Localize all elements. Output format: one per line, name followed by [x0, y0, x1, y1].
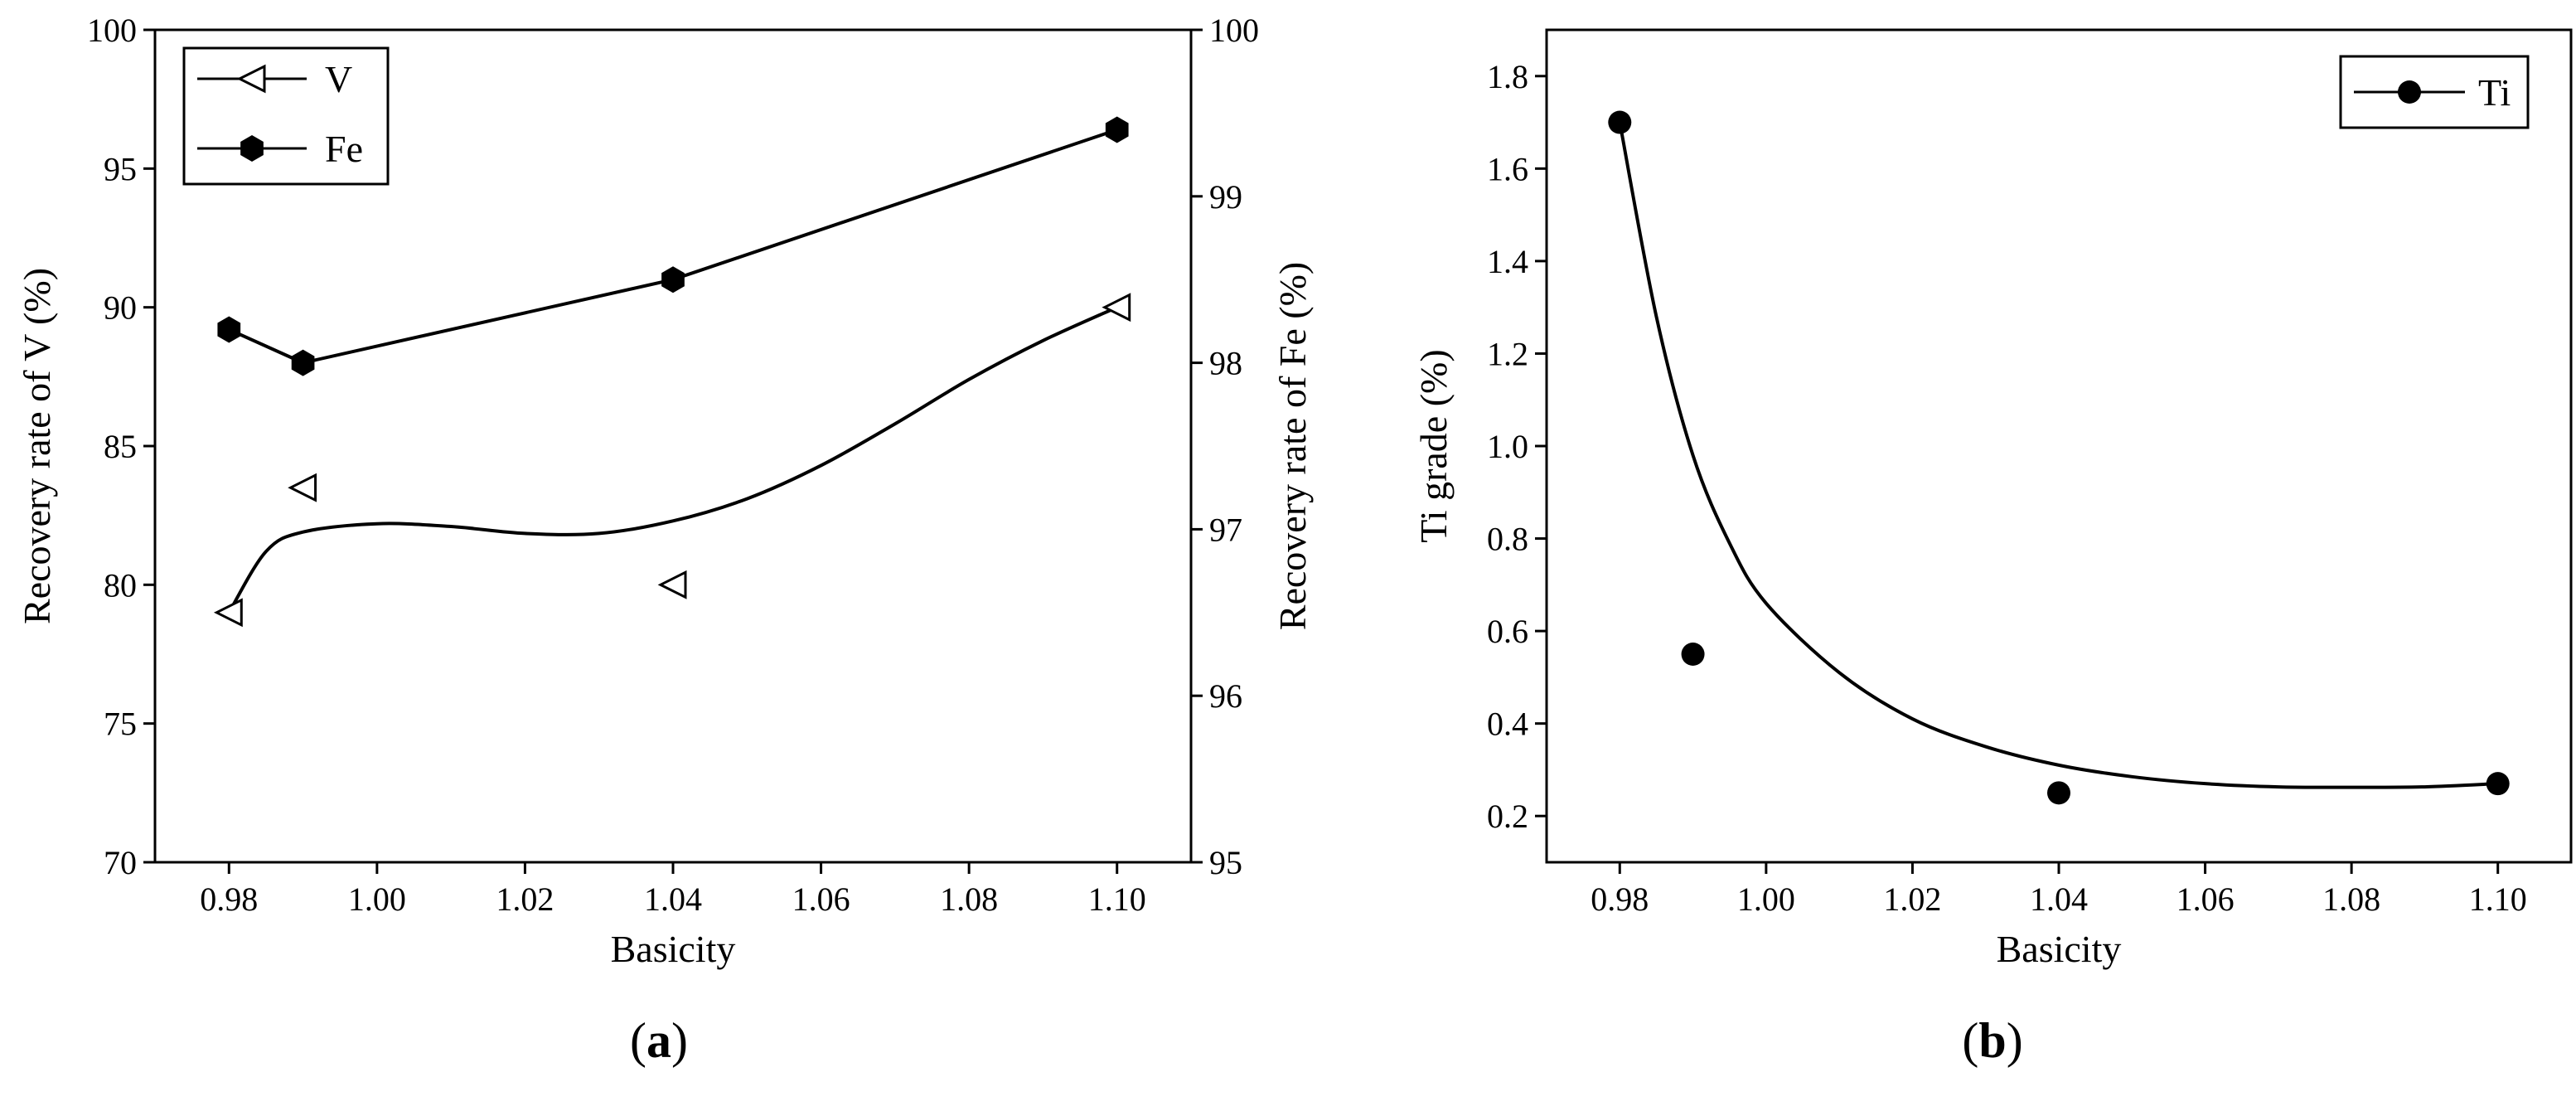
plot-frame-b: [1545, 28, 2573, 864]
y-tick-label: 95: [104, 150, 137, 187]
caption-b: (b): [1962, 1013, 2022, 1068]
series-line-fe: [228, 128, 1118, 365]
legend-box-b: [2339, 55, 2530, 129]
y-tick-label: 1.8: [1487, 58, 1528, 95]
data-point-fe: [661, 266, 685, 293]
chart-b: 0.98 1.00 1.02 1.04 1.06 1.08 1.10 0.20.40.60.…: [1412, 28, 2573, 1068]
plot-frame-a: [153, 28, 1193, 864]
y-tick-label: 85: [104, 428, 137, 465]
x-tick-label: 1.02: [496, 880, 554, 918]
y2-tick-label: 96: [1209, 677, 1242, 715]
legend-symbol-ti: [2398, 80, 2421, 104]
caption-a: (a): [630, 1013, 688, 1068]
x-tick-label: 1.00: [348, 880, 406, 918]
data-point-v: [213, 598, 243, 628]
chart-a: 0.98 1.00 1.02 1.04 1.06 1.08 1.10 70 75 80 85 90 9…: [16, 12, 1314, 1068]
caption-b-letter: b: [1978, 1013, 2006, 1068]
y-tick-label: 90: [104, 289, 137, 327]
legend-marker-ti: [2398, 80, 2421, 104]
y-axis-label-a: Recovery rate of V (%): [16, 268, 58, 624]
x-axis-label-a: Basicity: [611, 928, 736, 970]
x-tick-label: 1.08: [940, 880, 998, 918]
caption-b-close: ): [2007, 1013, 2023, 1068]
legend-a: V Fe: [182, 46, 390, 186]
legend-b: Ti: [2339, 55, 2530, 129]
caption-a-close: ): [671, 1013, 688, 1068]
y-tick-label: 1.6: [1487, 150, 1528, 187]
y-tick-label: 0.8: [1487, 521, 1528, 558]
x-tick-label: 1.08: [2322, 880, 2380, 918]
data-point-fe: [291, 349, 315, 376]
x-tick-label: 1.06: [2177, 880, 2235, 918]
y2-ticks-a: 95 96 97 98 99 100: [1191, 12, 1259, 881]
y-tick-label: 75: [104, 706, 137, 743]
y-ticks-a: 70 75 80 85 90 95 100: [87, 12, 155, 881]
x-ticks-b: 0.98 1.00 1.02 1.04 1.06 1.08 1.10: [1591, 862, 2527, 918]
legend-symbol-fe: [240, 135, 264, 162]
y-tick-label: 0.4: [1487, 706, 1528, 743]
x-tick-label: 1.10: [2469, 880, 2527, 918]
x-tick-label: 1.06: [792, 880, 850, 918]
y2-tick-label: 95: [1209, 844, 1242, 881]
x-tick-label: 0.98: [200, 880, 258, 918]
legend-marker-v: [236, 64, 266, 94]
y-tick-label: 0.6: [1487, 613, 1528, 650]
x-axis-label-b: Basicity: [1997, 928, 2122, 970]
data-point-ti: [1608, 110, 1632, 134]
x-tick-label: 1.04: [644, 880, 702, 918]
legend-symbol-v: [236, 64, 266, 94]
x-tick-label: 1.00: [1737, 880, 1795, 918]
y-tick-label: 70: [104, 844, 137, 881]
data-point-ti: [2486, 772, 2510, 796]
series-line-ti: [1618, 122, 2498, 789]
y2-tick-label: 99: [1209, 178, 1242, 216]
y2-tick-label: 98: [1209, 345, 1242, 382]
caption-a-open: (: [630, 1013, 646, 1068]
legend-label-fe: Fe: [325, 128, 363, 170]
legend-label-ti: Ti: [2478, 71, 2511, 114]
data-point-v: [657, 570, 687, 599]
x-tick-label: 0.98: [1591, 880, 1649, 918]
x-ticks-a: 0.98 1.00 1.02 1.04 1.06 1.08 1.10: [200, 862, 1146, 918]
y-tick-label: 1.4: [1487, 243, 1528, 280]
y-axis-label-b: Ti grade (%): [1412, 349, 1455, 542]
y-tick-label: 0.2: [1487, 798, 1528, 835]
y-tick-label: 1.2: [1487, 335, 1528, 372]
series-line-v: [227, 305, 1118, 614]
y2-axis-label-a: Recovery rate of Fe (%): [1271, 262, 1314, 630]
y2-tick-label: 97: [1209, 511, 1242, 548]
series-markers-b: [1608, 110, 2510, 805]
y-tick-label: 1.0: [1487, 428, 1528, 465]
x-tick-label: 1.02: [1883, 880, 1941, 918]
x-tick-label: 1.04: [2030, 880, 2088, 918]
caption-b-open: (: [1962, 1013, 1978, 1068]
series-lines-a: [227, 128, 1118, 614]
legend-marker-fe: [240, 135, 264, 162]
data-point-v: [288, 473, 317, 502]
data-point-ti: [2047, 781, 2070, 805]
y-tick-label: 100: [87, 12, 137, 49]
y-ticks-b: 0.2 0.4 0.6 0.8 1.0 1.2 1.4 1.6 1.8: [1487, 58, 1547, 835]
data-point-fe: [1105, 116, 1129, 143]
x-tick-label: 1.10: [1088, 880, 1146, 918]
data-point-ti: [1681, 643, 1705, 666]
legend-box-a: [182, 46, 390, 186]
data-point-v: [1102, 293, 1131, 323]
legend-label-v: V: [325, 58, 352, 100]
caption-a-letter: a: [646, 1013, 671, 1068]
data-point-fe: [217, 316, 241, 343]
y-tick-label: 80: [104, 566, 137, 604]
y2-tick-label: 100: [1209, 12, 1259, 49]
series-lines-b: [1618, 122, 2498, 789]
series-markers-a: [213, 116, 1131, 628]
